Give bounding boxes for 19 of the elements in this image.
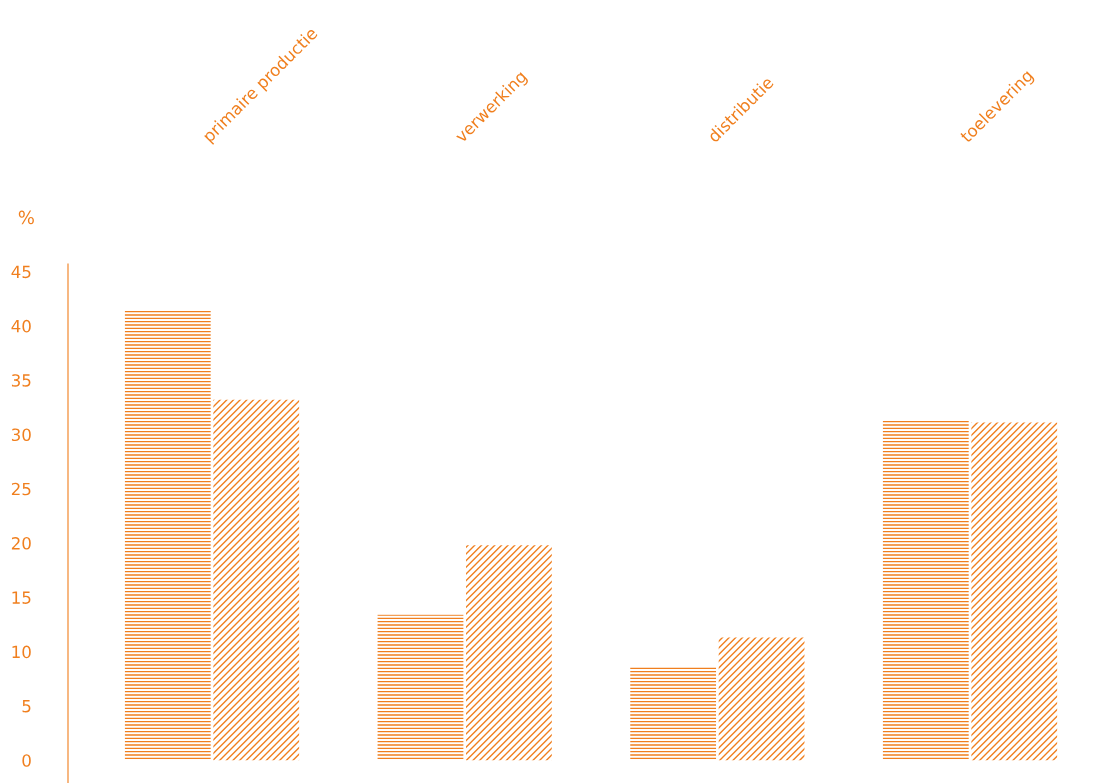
bar	[466, 545, 552, 761]
bar	[124, 309, 211, 761]
y-tick-label: 45	[11, 265, 31, 279]
y-tick-label: 0	[22, 754, 31, 767]
y-tick-label: 20	[11, 537, 31, 550]
bar	[718, 637, 805, 761]
bar	[882, 420, 969, 761]
y-tick-label: 40	[11, 319, 31, 333]
y-tick-label: 10	[12, 645, 31, 659]
y-tick-label: 5	[22, 700, 31, 713]
bar	[971, 422, 1058, 761]
y-tick-label: 15	[12, 591, 31, 604]
bar	[213, 399, 300, 761]
y-tick-label: 30	[11, 428, 31, 442]
y-tick-label: 25	[11, 482, 31, 496]
bar	[630, 666, 717, 761]
y-tick-label: 35	[11, 374, 31, 387]
y-axis-title: %	[18, 210, 34, 225]
bar	[377, 614, 464, 761]
